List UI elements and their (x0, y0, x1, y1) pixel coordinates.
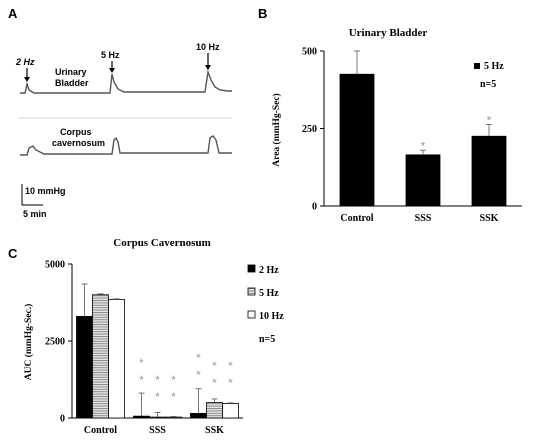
chart-c-significance-ssk-5hz-1: * (212, 376, 217, 390)
chart-b-bar-sss-5-hz (405, 154, 441, 207)
chart-c-significance-ssk-10hz-0: * (228, 359, 233, 373)
chart-c-legend-label-5hz: 5 Hz (259, 288, 279, 299)
chart-c-bar-control-10-hz (108, 299, 125, 419)
stimulus-arrowhead-10hz (205, 65, 211, 70)
chart-b-legend-label: 5 Hz (484, 61, 504, 72)
chart-b-x-tick-label-control: Control (340, 213, 373, 224)
stimulus-label-2hz: 2 Hz (15, 57, 35, 67)
stimulus-arrowhead-2hz (24, 77, 30, 82)
chart-c-bar-control-5-hz (92, 294, 109, 419)
chart-c-y-tick-label-5000: 5000 (45, 260, 65, 271)
panel-label-b: B (258, 6, 267, 21)
chart-b-bar-control-5-hz (339, 73, 375, 207)
chart-c-bar-ssk-2-hz (190, 412, 207, 419)
chart-c-x-tick-label-control: Control (84, 425, 117, 436)
chart-c-y-tick-label-2500: 2500 (45, 337, 65, 348)
chart-c-significance-sss-5hz-1: * (155, 390, 160, 404)
chart-c-significance-sss-2hz-0: * (139, 356, 144, 370)
chart-b-legend-swatch (474, 63, 480, 69)
chart-b-significance-sss: * (421, 139, 426, 153)
chart-c-significance-sss-2hz-1: * (139, 373, 144, 387)
chart-b-y-axis-label: Area (mmHg-Sec) (271, 93, 282, 166)
chart-c-significance-sss-10hz-0: * (171, 373, 176, 387)
chart-c-significance-ssk-5hz-0: * (212, 359, 217, 373)
chart-c-title: Corpus Cavernosum (113, 237, 210, 249)
chart-c-legend-swatch-2hz (247, 264, 256, 273)
stimulus-arrowhead-5hz (109, 68, 115, 73)
chart-c-significance-sss-10hz-1: * (171, 390, 176, 404)
chart-c-bar-ssk-5-hz (206, 402, 223, 419)
chart-c-x-tick-label-sss: SSS (149, 425, 166, 436)
trace-label-corpus: Corpus (60, 127, 92, 137)
chart-c-legend-note: n=5 (259, 334, 275, 345)
panel-a-traces: Urinary Bladder Corpus cavernosum 2 Hz 5… (15, 42, 232, 219)
chart-c-significance-ssk-2hz-1: * (196, 368, 201, 382)
scale-bar-x-label: 5 min (23, 209, 47, 219)
trace-urinary-bladder (20, 69, 232, 94)
stimulus-label-10hz: 10 Hz (196, 42, 220, 52)
chart-c-legend-swatch-10hz (247, 310, 256, 319)
chart-b-significance-ssk: * (487, 113, 492, 127)
chart-c-legend-swatch-5hz (247, 287, 256, 296)
trace-label-urinary: Urinary (55, 67, 87, 77)
chart-c-legend-label-2hz: 2 Hz (259, 265, 279, 276)
chart-urinary-bladder: Urinary Bladder Area (mmHg-Sec) 0 250 500 C… (271, 27, 522, 224)
chart-b-x-tick-label-sss: SSS (415, 213, 432, 224)
trace-label-cavernosum: cavernosum (52, 138, 105, 148)
scale-bar-y-label: 10 mmHg (25, 186, 66, 196)
chart-corpus-cavernosum: Corpus Cavernosum AUC (mmHg-Sec.) 0 2500 5… (23, 237, 284, 436)
trace-label-bladder: Bladder (55, 78, 89, 88)
panel-label-a: A (8, 6, 18, 21)
chart-c-significance-ssk-2hz-0: * (196, 351, 201, 365)
chart-c-bar-sss-2-hz (133, 415, 150, 419)
chart-b-x-tick-label-ssk: SSK (480, 213, 499, 224)
scale-bar (21, 184, 43, 206)
chart-c-significance-sss-5hz-0: * (155, 373, 160, 387)
trace-corpus-cavernosum (20, 135, 232, 156)
chart-b-legend-note: n=5 (480, 79, 496, 90)
chart-b-y-tick-label-250: 250 (302, 124, 317, 135)
chart-c-x-tick-label-ssk: SSK (205, 425, 224, 436)
chart-c-bar-sss-10-hz (165, 416, 182, 419)
chart-c-bar-control-2-hz (76, 315, 93, 419)
chart-b-bar-ssk-5-hz (471, 135, 507, 207)
chart-c-y-axis-label: AUC (mmHg-Sec.) (23, 304, 34, 381)
chart-c-legend-label-10hz: 10 Hz (259, 311, 284, 322)
chart-c-bar-sss-5-hz (149, 416, 166, 419)
chart-c-significance-ssk-10hz-1: * (228, 376, 233, 390)
chart-c-y-tick-label-0: 0 (60, 414, 65, 425)
chart-b-title: Urinary Bladder (349, 27, 428, 39)
panel-label-c: C (8, 246, 18, 261)
chart-c-bar-ssk-10-hz (222, 403, 239, 419)
chart-b-y-tick-label-0: 0 (312, 202, 317, 213)
stimulus-label-5hz: 5 Hz (101, 50, 120, 60)
chart-b-y-tick-label-500: 500 (302, 47, 317, 58)
